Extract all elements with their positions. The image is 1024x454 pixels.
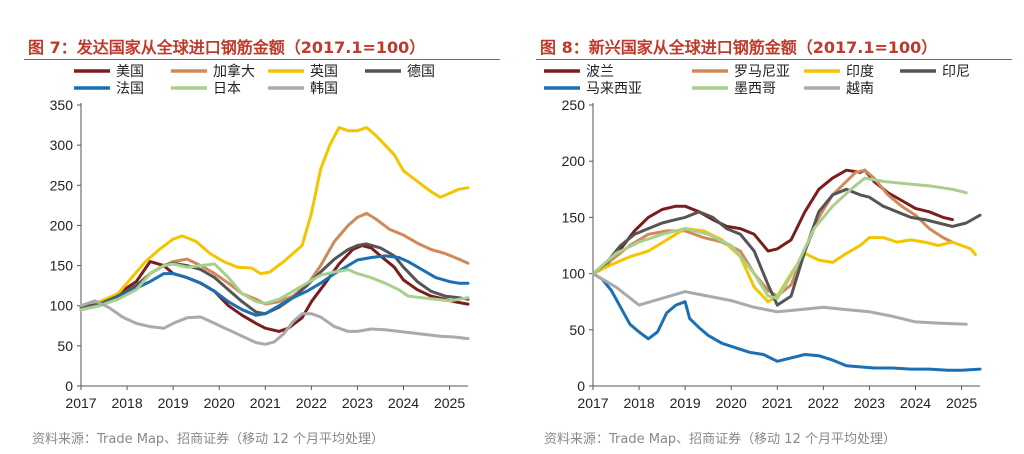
x-tick-label: 2017	[577, 395, 608, 411]
series-line-4	[79, 254, 470, 317]
x-tick-label: 2025	[946, 395, 977, 411]
chart-source: 资料来源：Trade Map、招商证券（移动 12 个月平均处理）	[32, 432, 384, 447]
x-tick-label: 2023	[342, 395, 373, 411]
series-line-4	[591, 272, 982, 372]
y-tick-label: 150	[562, 209, 586, 225]
legend-label: 罗马尼亚	[734, 63, 790, 79]
legend-label: 韩国	[310, 80, 338, 96]
x-tick-label: 2023	[854, 395, 885, 411]
x-tick-label: 2021	[762, 395, 793, 411]
x-tick-label: 2018	[111, 395, 142, 411]
legend-label: 马来西亚	[586, 80, 642, 96]
chart-panel-developed: 图 7：发达国家从全球进口钢筋金额（2017.1=100） 0 50 100 150 2…	[24, 38, 500, 447]
x-tick-label: 2017	[65, 395, 96, 411]
series-line-0	[591, 168, 954, 276]
series-line-1	[79, 211, 470, 309]
y-tick-label: 200	[50, 217, 74, 233]
x-tick-label: 2020	[716, 395, 747, 411]
x-tick-label: 2022	[808, 395, 839, 411]
x-tick-label: 2020	[204, 395, 235, 411]
legend-label: 波兰	[586, 63, 614, 79]
legend-label: 印度	[846, 63, 874, 79]
series-line-2	[79, 126, 470, 309]
legend-label: 加拿大	[213, 63, 255, 79]
title-divider	[536, 59, 1012, 60]
y-tick-label: 150	[50, 258, 74, 274]
y-tick-label: 0	[577, 378, 585, 394]
legend-label: 越南	[846, 80, 874, 96]
series-line-1	[591, 168, 954, 298]
title-divider	[24, 59, 500, 60]
x-tick-label: 2021	[250, 395, 281, 411]
legend-label: 德国	[407, 63, 435, 79]
chart-title: 图 8：新兴国家从全球进口钢筋金额（2017.1=100）	[540, 38, 938, 57]
series-line-6	[591, 272, 968, 326]
y-tick-label: 350	[50, 97, 74, 113]
chart-panel-emerging: 图 8：新兴国家从全球进口钢筋金额（2017.1=100） 0 50 100 150 2…	[512, 0, 1024, 454]
series-line-2	[591, 227, 977, 304]
x-tick-label: 2019	[158, 395, 189, 411]
y-tick-label: 300	[50, 137, 74, 153]
legend-label: 日本	[213, 80, 241, 96]
x-tick-label: 2019	[670, 395, 701, 411]
series-line-5	[79, 262, 470, 312]
legend-label: 美国	[116, 63, 144, 79]
chart-title: 图 7：发达国家从全球进口钢筋金额（2017.1=100）	[28, 38, 426, 57]
x-tick-label: 2018	[623, 395, 654, 411]
y-tick-label: 50	[569, 322, 585, 338]
chart-svg-emerging: 0 50 100 150 200 250 2017 2018 2019 2020 2021 2022 2…	[544, 63, 982, 411]
legend-label: 印尼	[942, 63, 970, 79]
x-tick-label: 2024	[388, 395, 419, 411]
y-tick-label: 100	[562, 266, 586, 282]
series-line-5	[591, 176, 968, 300]
y-tick-label: 0	[65, 378, 73, 394]
series-line-3	[591, 187, 982, 307]
x-tick-label: 2024	[900, 395, 931, 411]
y-tick-label: 250	[562, 97, 586, 113]
legend-label: 英国	[310, 63, 338, 79]
y-tick-label: 50	[57, 338, 73, 354]
x-tick-label: 2022	[296, 395, 327, 411]
x-tick-label: 2025	[434, 395, 465, 411]
y-tick-label: 250	[50, 177, 74, 193]
y-tick-label: 100	[50, 298, 74, 314]
legend-label: 法国	[116, 80, 144, 96]
series-line-6	[79, 299, 470, 346]
chart-source: 资料来源：Trade Map、招商证券（移动 12 个月平均处理）	[544, 432, 896, 447]
legend-label: 墨西哥	[734, 80, 776, 96]
y-tick-label: 200	[562, 153, 586, 169]
chart-svg-developed: 0 50 100 150 200 250 300 350 2017 2018 2019 2020 202…	[50, 63, 470, 411]
